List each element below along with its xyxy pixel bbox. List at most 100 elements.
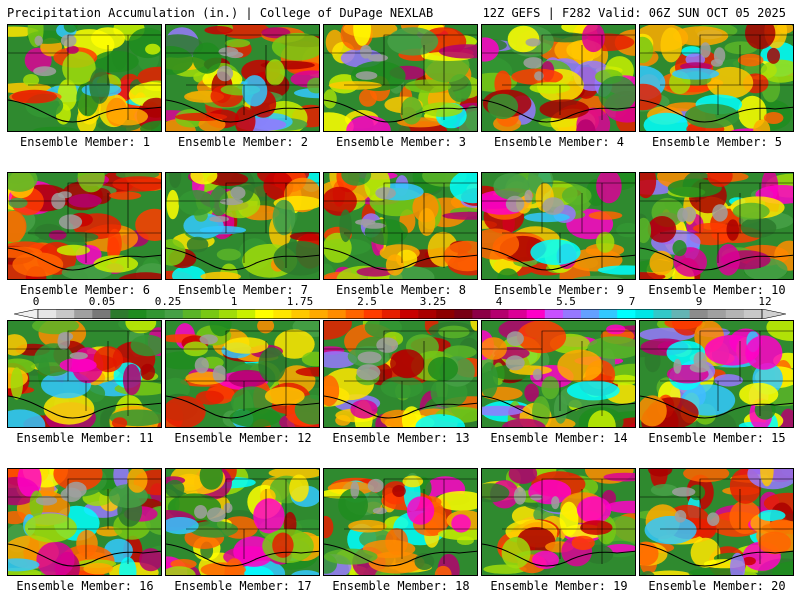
precipitation-field [324, 25, 477, 131]
colorbar-swatch [327, 309, 346, 319]
precipitation-map [323, 172, 478, 280]
state-border [166, 34, 319, 54]
coastline [166, 99, 319, 123]
precipitation-map [7, 172, 162, 280]
map-canvas [482, 25, 635, 131]
colorbar-swatch [237, 309, 256, 319]
colorbar-swatch [110, 309, 129, 319]
state-border [482, 330, 635, 350]
map-canvas [166, 469, 319, 575]
precipitation-field [8, 25, 161, 131]
ensemble-member-label: Ensemble Member: 3 [335, 135, 467, 149]
state-border [541, 489, 583, 530]
precipitation-field [166, 469, 319, 575]
colorbar-min-arrow [14, 309, 39, 319]
precipitation-map [7, 468, 162, 576]
coastline [482, 247, 635, 271]
precipitation-map [639, 468, 794, 576]
coastline [482, 99, 635, 123]
map-canvas [482, 469, 635, 575]
colorbar-tick-label: 7 [628, 295, 636, 308]
state-border [67, 193, 109, 234]
state-border [482, 478, 635, 498]
state-border [225, 341, 267, 382]
colorbar-swatch [273, 309, 292, 319]
colorbar-frame [37, 309, 763, 319]
colorbar-swatch [707, 309, 727, 319]
colorbar-swatch [653, 309, 672, 319]
state-border [541, 193, 583, 234]
ensemble-member-label: Ensemble Member: 13 [332, 431, 470, 445]
map-canvas [324, 321, 477, 427]
colorbar-swatch [454, 309, 473, 319]
precipitation-field [482, 173, 635, 279]
state-border [699, 489, 741, 530]
ensemble-member-label: Ensemble Member: 17 [174, 579, 312, 593]
precipitation-map [165, 468, 320, 576]
colorbar-swatch [508, 309, 527, 319]
ensemble-member-label: Ensemble Member: 6 [19, 283, 151, 297]
ensemble-member-label: Ensemble Member: 2 [177, 135, 309, 149]
state-border [482, 182, 635, 202]
state-border [482, 34, 635, 54]
map-canvas [166, 25, 319, 131]
map-canvas [8, 25, 161, 131]
colorbar-tick-label: 0 [32, 295, 40, 308]
precipitation-field [640, 321, 793, 427]
coastline [640, 247, 793, 271]
ensemble-member-label: Ensemble Member: 10 [648, 283, 786, 297]
coastline [8, 247, 161, 271]
precipitation-field [482, 25, 635, 131]
state-border [324, 478, 477, 498]
colorbar-tick-label: 1 [230, 295, 238, 308]
map-canvas [640, 173, 793, 279]
precipitation-field [640, 25, 793, 131]
colorbar-swatch [146, 309, 165, 319]
coastline [8, 99, 161, 123]
colorbar-tick-label: 3.25 [419, 295, 447, 308]
precipitation-map [7, 24, 162, 132]
ensemble-member-label: Ensemble Member: 12 [174, 431, 312, 445]
state-border [8, 182, 161, 202]
precipitation-map [165, 320, 320, 428]
colorbar-swatch [743, 309, 763, 319]
colorbar-swatch [74, 309, 93, 319]
colorbar-swatch [200, 309, 220, 319]
precipitation-field [324, 321, 477, 427]
state-border [699, 341, 741, 382]
state-border [324, 182, 477, 202]
colorbar-swatch [255, 309, 274, 319]
state-border [324, 330, 477, 350]
precipitation-map [481, 320, 636, 428]
state-border [324, 34, 477, 54]
state-border [166, 330, 319, 350]
ensemble-member-label: Ensemble Member: 20 [648, 579, 786, 593]
ensemble-member-label: Ensemble Member: 1 [19, 135, 151, 149]
precipitation-field [482, 321, 635, 427]
map-canvas [166, 321, 319, 427]
precipitation-field [8, 321, 161, 427]
state-border [67, 489, 109, 530]
precipitation-colorbar: 0 0.05 0.25 1 1.75 2.5 3.25 4 5.5 7 9 12 [14, 295, 786, 321]
ensemble-member-label: Ensemble Member: 11 [16, 431, 154, 445]
map-canvas [324, 469, 477, 575]
colorbar-tick-label: 0.05 [88, 295, 116, 308]
model-run-info: 12Z GEFS | F282 Valid: 06Z SUN OCT 05 20… [482, 6, 786, 20]
colorbar-tick-label: 4 [495, 295, 503, 308]
state-border [8, 34, 161, 54]
precipitation-field [166, 321, 319, 427]
colorbar-swatch [581, 309, 600, 319]
coastline [8, 543, 161, 567]
precipitation-map [323, 468, 478, 576]
map-canvas [8, 321, 161, 427]
map-canvas [482, 321, 635, 427]
colorbar-swatch [363, 309, 383, 319]
state-border [640, 478, 793, 498]
coastline [640, 543, 793, 567]
map-canvas [8, 469, 161, 575]
ensemble-member-label: Ensemble Member: 4 [493, 135, 625, 149]
colorbar-tick-label: 12 [758, 295, 772, 308]
state-border [383, 193, 425, 234]
coastline [640, 395, 793, 419]
map-canvas [8, 173, 161, 279]
